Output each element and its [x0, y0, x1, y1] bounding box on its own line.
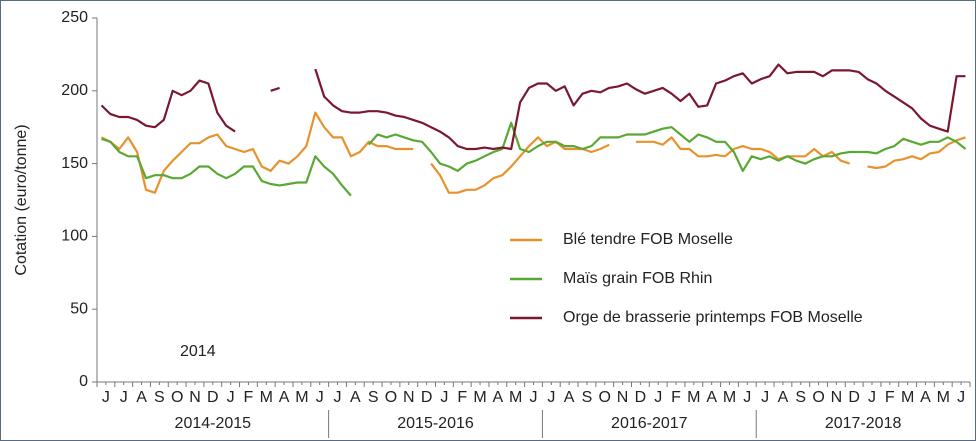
x-tick-label: F	[885, 389, 895, 406]
x-tick-label: O	[812, 389, 824, 406]
x-tick-label: O	[171, 389, 183, 406]
x-tick-label: M	[260, 389, 273, 406]
group-label: 2016-2017	[611, 415, 688, 432]
y-tick-label: 0	[79, 373, 88, 390]
x-tick-label: N	[617, 389, 629, 406]
x-tick-label: M	[723, 389, 736, 406]
x-tick-label: M	[687, 389, 700, 406]
y-tick-label: 250	[61, 9, 88, 26]
y-axis-label: Cotation (euro/tonne)	[13, 124, 30, 275]
x-tick-label: M	[937, 389, 950, 406]
x-tick-label: F	[244, 389, 254, 406]
x-tick-label: A	[778, 389, 789, 406]
x-tick-label: M	[473, 389, 486, 406]
x-tick-label: J	[227, 389, 235, 406]
x-tick-label: A	[136, 389, 147, 406]
x-tick-label: N	[831, 389, 843, 406]
annotation: 2014	[180, 343, 216, 360]
group-label: 2014-2015	[175, 415, 252, 432]
x-tick-label: D	[207, 389, 219, 406]
legend-label: Orge de brasserie printemps FOB Moselle	[563, 309, 863, 326]
x-tick-label: S	[582, 389, 593, 406]
x-tick-label: A	[493, 389, 504, 406]
x-tick-label: J	[316, 389, 324, 406]
group-label: 2017-2018	[825, 415, 902, 432]
x-tick-label: J	[120, 389, 128, 406]
y-tick-label: 200	[61, 82, 88, 99]
group-label: 2015-2016	[397, 415, 474, 432]
legend-label: Blé tendre FOB Moselle	[563, 231, 733, 248]
x-tick-label: J	[957, 389, 965, 406]
x-tick-label: J	[440, 389, 448, 406]
series-line	[100, 63, 966, 151]
x-tick-label: D	[848, 389, 860, 406]
x-tick-label: O	[599, 389, 611, 406]
x-tick-label: J	[761, 389, 769, 406]
x-tick-label: N	[403, 389, 415, 406]
x-tick-label: S	[795, 389, 806, 406]
x-tick-label: O	[385, 389, 397, 406]
x-tick-label: A	[350, 389, 361, 406]
x-tick-label: M	[509, 389, 522, 406]
x-tick-label: F	[457, 389, 467, 406]
x-tick-label: J	[530, 389, 538, 406]
x-tick-label: M	[901, 389, 914, 406]
series-line	[101, 111, 966, 194]
series-line	[101, 121, 967, 197]
x-tick-label: D	[635, 389, 647, 406]
x-tick-label: J	[868, 389, 876, 406]
x-tick-label: A	[920, 389, 931, 406]
x-tick-label: A	[564, 389, 575, 406]
y-tick-label: 150	[61, 155, 88, 172]
x-tick-label: S	[154, 389, 165, 406]
x-tick-label: A	[706, 389, 717, 406]
x-tick-label: D	[421, 389, 433, 406]
x-tick-label: J	[334, 389, 342, 406]
x-tick-label: M	[295, 389, 308, 406]
legend-label: Maïs grain FOB Rhin	[563, 270, 712, 287]
x-tick-label: J	[102, 389, 110, 406]
x-tick-label: S	[368, 389, 379, 406]
x-tick-label: J	[547, 389, 555, 406]
y-tick-label: 100	[61, 228, 88, 245]
x-tick-label: F	[671, 389, 681, 406]
x-tick-label: J	[743, 389, 751, 406]
x-tick-label: N	[189, 389, 201, 406]
x-tick-label: J	[654, 389, 662, 406]
x-tick-label: A	[279, 389, 290, 406]
y-tick-label: 50	[70, 300, 88, 317]
